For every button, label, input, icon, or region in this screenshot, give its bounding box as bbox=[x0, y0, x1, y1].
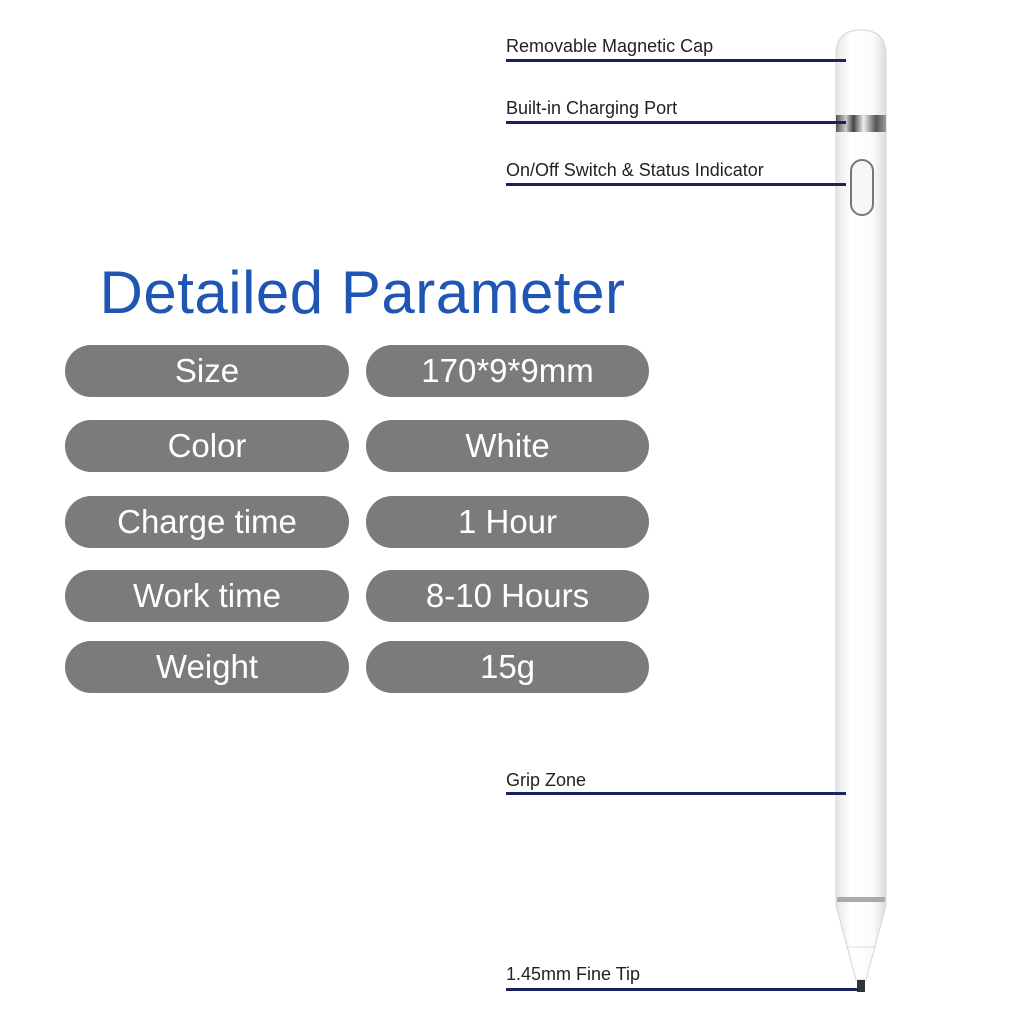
callout-line-charging-port bbox=[506, 121, 846, 124]
callout-line-switch bbox=[506, 183, 846, 186]
param-label-size: Size bbox=[65, 345, 349, 397]
param-value-color: White bbox=[366, 420, 649, 472]
pen-tip bbox=[857, 980, 865, 992]
callout-charging-port: Built-in Charging Port bbox=[506, 98, 678, 118]
callout-fine-tip: 1.45mm Fine Tip bbox=[506, 964, 641, 984]
pen-body bbox=[835, 29, 887, 981]
callout-line-fine-tip bbox=[506, 988, 858, 991]
page-title: Detailed Parameter bbox=[99, 259, 626, 326]
param-value-charge-time: 1 Hour bbox=[366, 496, 649, 548]
charging-port-ring bbox=[836, 115, 886, 132]
param-label-weight: Weight bbox=[65, 641, 349, 693]
param-label-work-time: Work time bbox=[65, 570, 349, 622]
callout-cap: Removable Magnetic Cap bbox=[506, 36, 714, 56]
callout-line-grip-zone bbox=[506, 792, 846, 795]
param-value-size: 170*9*9mm bbox=[366, 345, 649, 397]
callout-line-cap bbox=[506, 59, 846, 62]
param-value-weight: 15g bbox=[366, 641, 649, 693]
callout-switch: On/Off Switch & Status Indicator bbox=[506, 160, 764, 180]
param-label-charge-time: Charge time bbox=[65, 496, 349, 548]
param-label-color: Color bbox=[65, 420, 349, 472]
tip-ring bbox=[837, 897, 885, 902]
param-value-work-time: 8-10 Hours bbox=[366, 570, 649, 622]
callout-grip-zone: Grip Zone bbox=[506, 770, 587, 790]
power-switch bbox=[850, 159, 874, 216]
